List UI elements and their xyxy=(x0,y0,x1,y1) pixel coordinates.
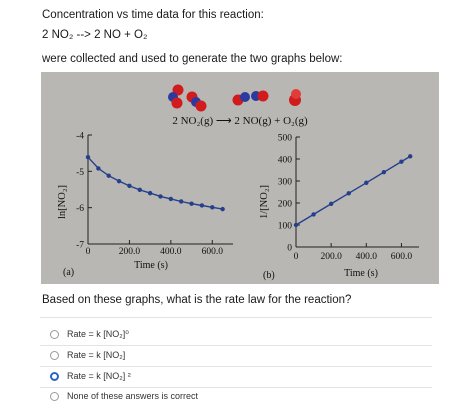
answer-option-label: Rate = k [NO₂]⁰ xyxy=(67,328,129,339)
figure-canvas: 2 NO₂(g) ⟶ 2 NO(g) + O₂(g) ln[NO₂] Time … xyxy=(41,72,439,284)
chart-x-tick-label: 400.0 xyxy=(160,247,182,257)
radio-button-selected[interactable] xyxy=(50,371,59,381)
chart-x-tick-label: 600.0 xyxy=(391,252,413,262)
chart-y-tick-label: 500 xyxy=(278,134,293,144)
chart-data-point xyxy=(158,194,163,199)
divider xyxy=(40,345,432,346)
chart-data-point xyxy=(399,159,404,164)
chart-data-point xyxy=(328,201,334,207)
answer-option-3[interactable]: Rate = k [NO₂] ² xyxy=(50,369,131,383)
chart-y-tick-label: 100 xyxy=(278,222,293,232)
chart-data-point xyxy=(189,201,194,206)
chart-data-point xyxy=(293,222,299,228)
chart-y-tick-label: -6 xyxy=(76,204,84,214)
answer-option-label: Rate = k [NO₂] xyxy=(67,350,126,360)
chart-data-point xyxy=(408,154,413,159)
textbook-figure: 2 NO₂(g) ⟶ 2 NO(g) + O₂(g) ln[NO₂] Time … xyxy=(41,72,439,284)
figure-background xyxy=(41,72,439,284)
chart-x-tick-label: 600.0 xyxy=(202,247,224,257)
molecule-o2-icon xyxy=(289,89,301,106)
chart-a: ln[NO₂] Time (s) (a) -4 -5 -6 -70 200.0 400.0… xyxy=(57,132,233,278)
chart-b: 1/[NO₂] Time (s) (b) 0 100 200 300 400 500 0 20… xyxy=(259,134,419,281)
chart-data-point xyxy=(85,154,91,160)
chart-y-tick-label: -5 xyxy=(76,168,84,178)
chart-a-panel-label: (a) xyxy=(63,267,74,278)
chart-data-point xyxy=(179,199,184,204)
molecule-no-icon xyxy=(232,92,250,106)
answer-option-4[interactable]: None of these answers is correct xyxy=(50,389,198,403)
chart-data-point xyxy=(147,190,153,196)
molecule-no2-icon xyxy=(168,84,184,109)
chart-data-point xyxy=(220,206,225,212)
chart-data-point xyxy=(168,196,174,202)
chart-data-point xyxy=(116,178,122,184)
chart-y-tick-label: -7 xyxy=(76,241,84,251)
radio-button[interactable] xyxy=(50,391,59,401)
chart-data-point xyxy=(127,183,132,189)
divider xyxy=(40,387,432,388)
chart-data-point xyxy=(96,166,101,171)
question-description: were collected and used to generate the … xyxy=(42,53,343,65)
chart-data-point xyxy=(346,191,351,196)
chart-data-point xyxy=(381,170,387,175)
reaction-equation: 2 NO₂ --> 2 NO + O₂ xyxy=(42,29,148,41)
chart-data-point xyxy=(311,212,316,217)
chart-data-point xyxy=(364,180,369,185)
chart-series-line xyxy=(295,155,411,226)
radio-button[interactable] xyxy=(50,350,59,360)
radio-button[interactable] xyxy=(50,329,59,339)
chart-y-tick-label: 400 xyxy=(278,156,293,166)
chart-b-ylabel: 1/[NO₂] xyxy=(259,185,270,219)
chart-data-point xyxy=(106,173,111,178)
chart-y-tick-label: 300 xyxy=(278,178,293,188)
answer-option-label: Rate = k [NO₂] ² xyxy=(67,371,131,381)
chart-b-xlabel: Time (s) xyxy=(344,268,378,279)
chart-data-point xyxy=(210,205,215,210)
chart-x-tick-label: 200.0 xyxy=(119,247,141,257)
molecule-no2-icon xyxy=(186,91,207,112)
chart-a-xlabel: Time (s) xyxy=(134,260,168,271)
chart-x-tick-label: 200.0 xyxy=(320,252,342,262)
divider xyxy=(40,366,432,367)
chart-a-ylabel: ln[NO₂] xyxy=(57,185,68,219)
molecule-no-icon xyxy=(251,90,269,102)
chart-y-tick-label: 0 xyxy=(287,244,292,254)
chart-y-tick-label: -4 xyxy=(76,132,84,142)
question-title: Concentration vs time data for this reac… xyxy=(42,9,264,21)
chart-b-panel-label: (b) xyxy=(263,270,275,281)
question-prompt: Based on these graphs, what is the rate … xyxy=(42,294,352,306)
chart-y-tick-label: 200 xyxy=(278,200,293,210)
answer-option-2[interactable]: Rate = k [NO₂] xyxy=(50,348,125,362)
chart-x-tick-label: 0 xyxy=(294,252,299,262)
chart-x-tick-label: 400.0 xyxy=(356,252,378,262)
chart-data-point xyxy=(137,187,142,193)
divider xyxy=(40,317,432,318)
answer-option-label: None of these answers is correct xyxy=(67,391,199,401)
chart-data-point xyxy=(199,203,205,208)
answer-option-1[interactable]: Rate = k [NO₂]⁰ xyxy=(50,327,129,341)
chart-x-tick-label: 0 xyxy=(86,247,91,257)
reaction-label: 2 NO₂(g) ⟶ 2 NO(g) + O₂(g) xyxy=(172,115,308,127)
